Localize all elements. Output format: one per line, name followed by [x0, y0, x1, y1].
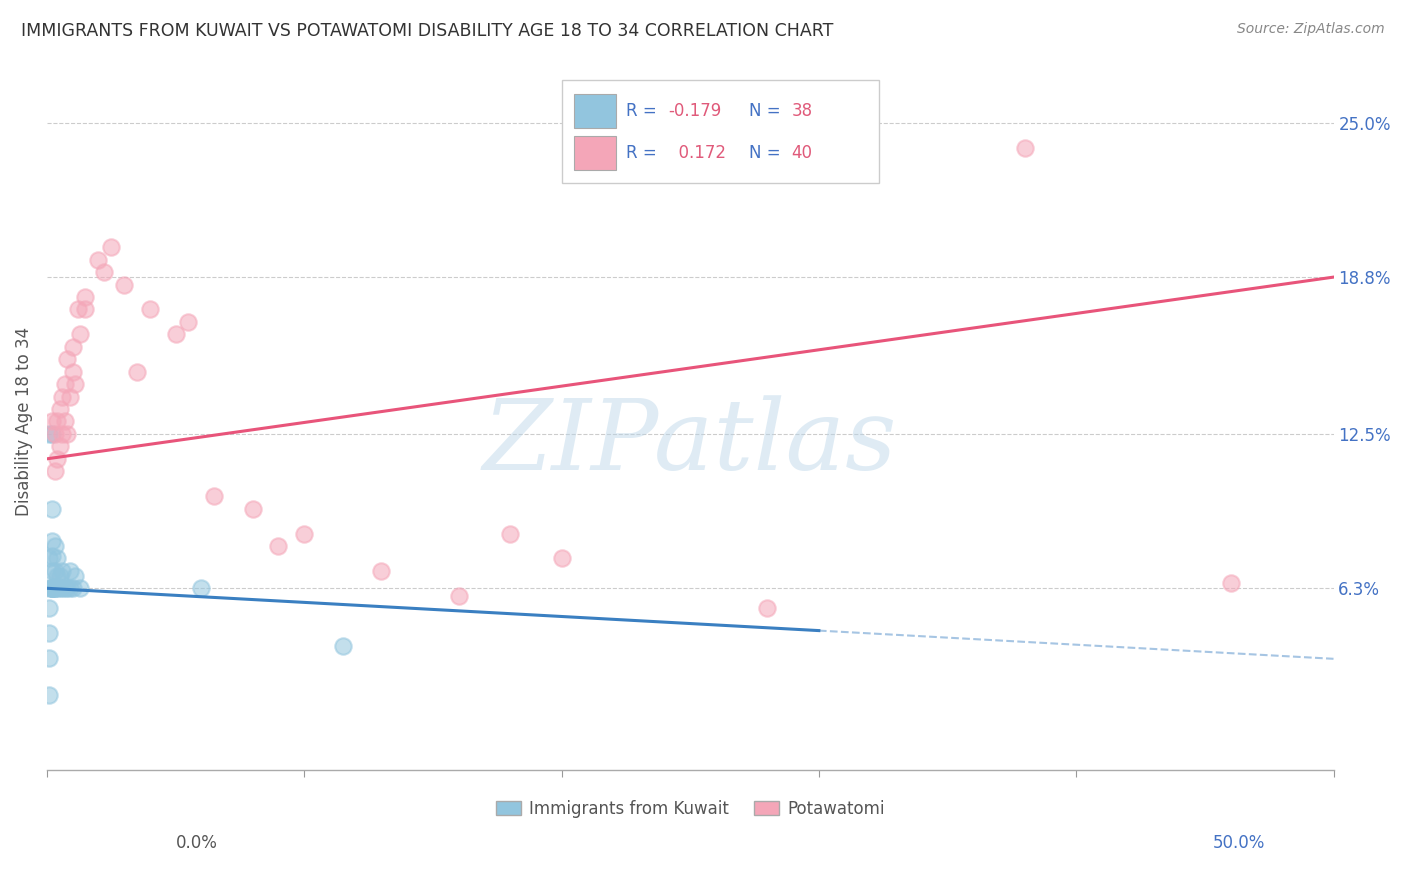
- Point: [38, 651, 60, 665]
- Point: [41, 582, 63, 596]
- Point: [125, 365, 148, 379]
- Legend: Immigrants from Kuwait, Potawatomi: Immigrants from Kuwait, Potawatomi: [489, 793, 891, 824]
- Point: [44, 564, 66, 578]
- Point: [75, 290, 97, 304]
- Point: [46, 551, 69, 566]
- Point: [499, 526, 522, 541]
- Y-axis label: Disability Age 18 to 34: Disability Age 18 to 34: [15, 327, 32, 516]
- Point: [242, 501, 264, 516]
- Point: [44, 426, 66, 441]
- Point: [100, 240, 122, 254]
- Point: [51, 582, 73, 596]
- Text: R =: R =: [626, 145, 662, 162]
- Point: [41, 582, 63, 596]
- Point: [41, 426, 63, 441]
- Point: [41, 501, 63, 516]
- Point: [51, 564, 73, 578]
- Point: [51, 426, 73, 441]
- Point: [53, 582, 76, 596]
- Point: [46, 582, 69, 596]
- Point: [267, 539, 290, 553]
- Point: [370, 564, 392, 578]
- Point: [41, 533, 63, 548]
- Point: [53, 377, 76, 392]
- Point: [41, 582, 63, 596]
- Point: [177, 315, 200, 329]
- Point: [38, 601, 60, 615]
- Point: [56, 582, 79, 596]
- Point: [59, 564, 82, 578]
- Text: 40: 40: [792, 145, 813, 162]
- Point: [202, 489, 225, 503]
- Text: 38: 38: [792, 102, 813, 120]
- Point: [59, 390, 82, 404]
- Point: [63, 569, 86, 583]
- Point: [63, 377, 86, 392]
- Point: [44, 582, 66, 596]
- Point: [1014, 141, 1036, 155]
- Text: 50.0%: 50.0%: [1213, 834, 1265, 852]
- Point: [49, 439, 72, 453]
- Point: [41, 582, 63, 596]
- Point: [332, 639, 354, 653]
- Point: [44, 464, 66, 478]
- Point: [69, 582, 91, 596]
- Point: [75, 302, 97, 317]
- Text: 0.0%: 0.0%: [176, 834, 218, 852]
- Point: [38, 582, 60, 596]
- Point: [59, 582, 82, 596]
- Point: [62, 340, 84, 354]
- Point: [44, 582, 66, 596]
- Point: [56, 426, 79, 441]
- Point: [139, 302, 162, 317]
- Point: [38, 551, 60, 566]
- Point: [447, 589, 470, 603]
- Point: [38, 689, 60, 703]
- Text: IMMIGRANTS FROM KUWAIT VS POTAWATOMI DISABILITY AGE 18 TO 34 CORRELATION CHART: IMMIGRANTS FROM KUWAIT VS POTAWATOMI DIS…: [21, 22, 834, 40]
- Point: [41, 582, 63, 596]
- Point: [46, 569, 69, 583]
- Point: [38, 426, 60, 441]
- Point: [292, 526, 315, 541]
- Point: [46, 415, 69, 429]
- Point: [93, 265, 115, 279]
- Point: [62, 582, 84, 596]
- Text: N =: N =: [749, 102, 786, 120]
- Text: -0.179: -0.179: [668, 102, 721, 120]
- Point: [41, 564, 63, 578]
- Point: [49, 569, 72, 583]
- Point: [46, 451, 69, 466]
- Point: [165, 327, 187, 342]
- Point: [66, 302, 89, 317]
- Text: R =: R =: [626, 102, 662, 120]
- Point: [87, 252, 110, 267]
- Point: [756, 601, 779, 615]
- Point: [56, 352, 79, 367]
- Text: ZIPatlas: ZIPatlas: [482, 395, 897, 490]
- Point: [1219, 576, 1241, 591]
- Point: [44, 582, 66, 596]
- Point: [51, 390, 73, 404]
- Point: [41, 415, 63, 429]
- Point: [38, 626, 60, 640]
- Point: [44, 539, 66, 553]
- Point: [49, 582, 72, 596]
- Point: [49, 402, 72, 417]
- Text: Source: ZipAtlas.com: Source: ZipAtlas.com: [1237, 22, 1385, 37]
- Point: [190, 582, 212, 596]
- Point: [41, 549, 63, 563]
- Point: [53, 415, 76, 429]
- Point: [112, 277, 135, 292]
- Point: [550, 551, 572, 566]
- Point: [69, 327, 91, 342]
- Text: N =: N =: [749, 145, 786, 162]
- Text: 0.172: 0.172: [668, 145, 725, 162]
- Point: [62, 365, 84, 379]
